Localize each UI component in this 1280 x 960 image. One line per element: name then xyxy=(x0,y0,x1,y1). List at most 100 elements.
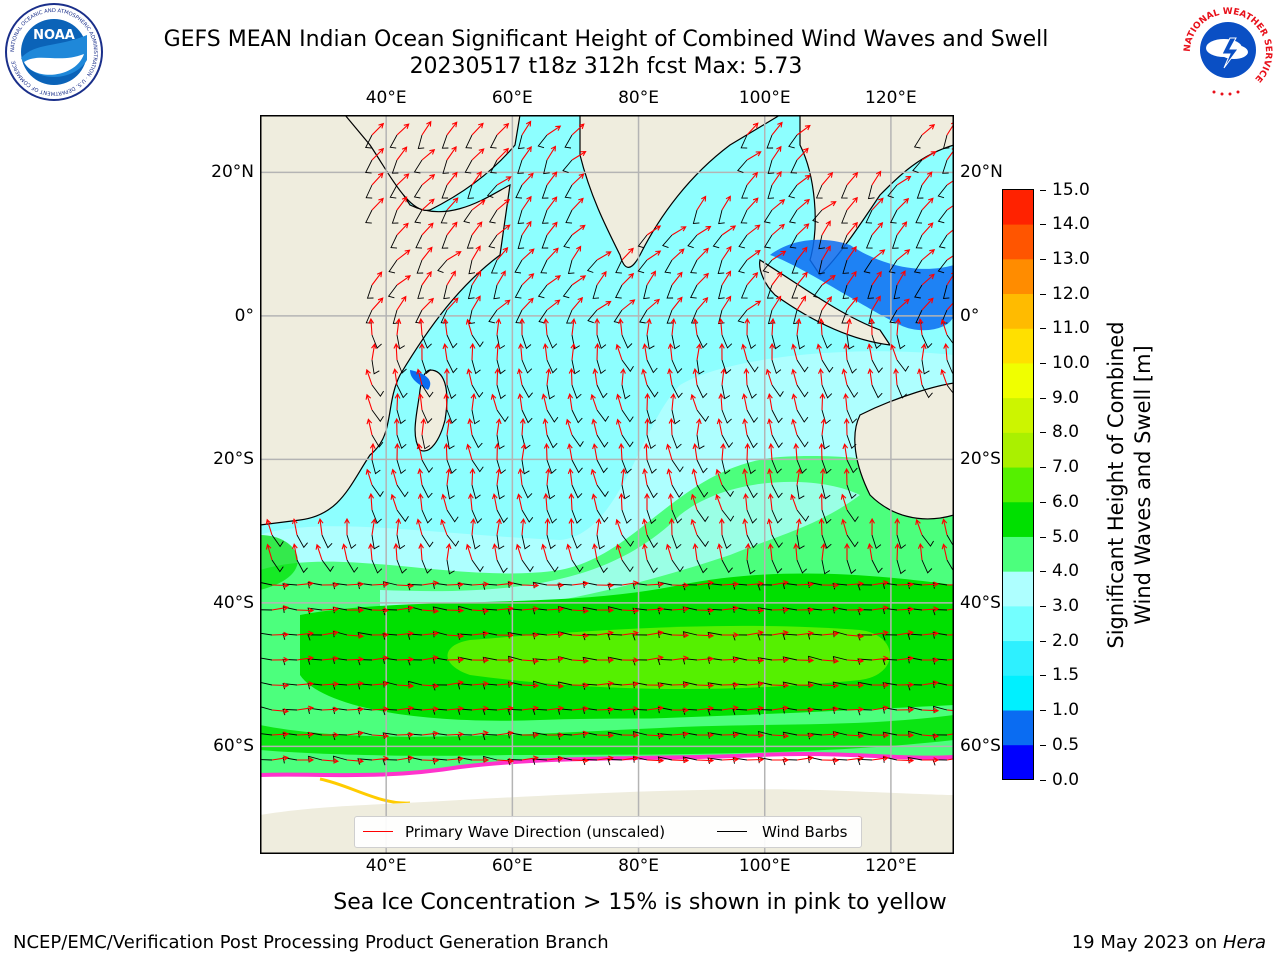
wave-direction-arrow xyxy=(871,605,889,612)
wind-barb xyxy=(486,184,498,199)
wind-barb xyxy=(446,409,457,424)
wave-direction-arrow xyxy=(271,682,290,689)
wind-barb xyxy=(946,334,954,346)
wind-barb xyxy=(757,634,773,641)
wave-direction-arrow xyxy=(745,542,751,561)
wind-barb xyxy=(721,434,734,448)
wind-barb xyxy=(571,559,584,573)
wave-direction-arrow xyxy=(769,317,776,336)
wind-barb xyxy=(937,184,948,199)
wave-direction-arrow xyxy=(921,630,940,637)
wind-barb xyxy=(607,583,623,591)
wave-direction-arrow xyxy=(668,517,675,536)
wave-zone-0-5-1m xyxy=(770,239,954,331)
wave-direction-arrow xyxy=(421,198,435,211)
wind-barb xyxy=(321,534,333,549)
wave-direction-arrow xyxy=(816,343,823,361)
wave-direction-arrow xyxy=(620,367,626,386)
wind-barb xyxy=(664,259,673,274)
wave-direction-arrow xyxy=(696,247,709,261)
wave-direction-arrow xyxy=(646,298,660,311)
wave-direction-arrow xyxy=(371,172,384,186)
wave-direction-arrow xyxy=(946,584,954,586)
wave-direction-arrow xyxy=(396,146,408,161)
wave-direction-arrow xyxy=(644,492,650,510)
wave-direction-arrow xyxy=(820,467,826,486)
wave-direction-arrow xyxy=(690,518,698,536)
wind-barb xyxy=(746,434,758,449)
colorbar-segment xyxy=(1002,258,1034,295)
wind-barb xyxy=(907,706,923,713)
wave-direction-arrow xyxy=(571,197,584,211)
wave-direction-arrow xyxy=(371,632,390,638)
wind-barb xyxy=(521,559,534,573)
wave-direction-arrow xyxy=(744,442,751,461)
wave-direction-arrow xyxy=(615,343,623,361)
wind-barb xyxy=(865,234,873,249)
wave-direction-arrow xyxy=(665,543,673,561)
wind-barb xyxy=(721,559,733,574)
wave-direction-arrow xyxy=(941,543,948,561)
colorbar-segment xyxy=(1002,710,1034,746)
map-title: GEFS MEAN Indian Ocean Significant Heigh… xyxy=(163,27,1049,52)
wind-barb xyxy=(415,234,423,249)
wave-direction-arrow xyxy=(521,705,540,712)
wave-direction-arrow xyxy=(691,468,698,486)
wave-direction-arrow xyxy=(271,731,290,738)
wave-direction-arrow xyxy=(421,730,440,737)
wind-barb xyxy=(621,409,634,423)
wave-direction-arrow xyxy=(742,492,749,511)
wave-direction-arrow xyxy=(541,393,548,411)
wind-barb xyxy=(490,159,498,174)
wind-barb xyxy=(796,534,805,550)
wind-barb xyxy=(416,259,424,274)
wave-direction-arrow xyxy=(846,607,865,613)
colorbar-segment xyxy=(1002,536,1034,572)
wave-direction-arrow xyxy=(321,706,340,713)
wind-barb xyxy=(896,534,907,550)
wave-direction-arrow xyxy=(520,517,527,536)
wind-barb xyxy=(496,359,506,375)
wind-barb xyxy=(432,684,448,691)
wave-direction-arrow xyxy=(721,656,740,663)
wind-barb xyxy=(607,731,623,739)
wave-direction-arrow xyxy=(621,580,639,587)
wave-direction-arrow xyxy=(796,147,809,161)
wind-barb xyxy=(671,459,684,473)
wave-direction-arrow xyxy=(417,392,424,411)
wind-barb xyxy=(841,309,849,324)
wave-direction-arrow xyxy=(418,542,424,561)
wave-direction-arrow xyxy=(820,417,827,436)
wave-direction-arrow xyxy=(271,582,290,589)
wind-barb xyxy=(488,209,498,224)
wind-barb xyxy=(532,581,548,589)
wave-direction-arrow xyxy=(796,755,814,762)
wave-direction-arrow xyxy=(546,125,562,136)
wind-barb xyxy=(496,559,508,574)
wind-barb xyxy=(763,234,773,249)
colorbar-tick-label: 9.0 xyxy=(1052,387,1080,408)
wind-barb xyxy=(738,259,748,274)
wave-direction-arrow xyxy=(446,121,458,136)
wind-barb xyxy=(596,359,606,375)
wave-direction-arrow xyxy=(921,248,936,261)
wind-barb xyxy=(637,259,648,274)
wind-barb xyxy=(586,259,598,273)
wave-direction-arrow xyxy=(671,248,685,261)
wave-direction-arrow xyxy=(791,343,798,361)
wind-barb xyxy=(896,359,909,372)
wave-direction-arrow xyxy=(915,518,923,536)
wave-direction-arrow xyxy=(917,368,923,386)
bottom-lon-tick: 80°E xyxy=(618,856,659,876)
wave-direction-arrow xyxy=(642,343,649,361)
wind-barb xyxy=(564,184,573,199)
wave-direction-arrow xyxy=(393,342,400,361)
wind-barb xyxy=(466,234,474,249)
wave-direction-arrow xyxy=(666,468,673,486)
wind-barb xyxy=(946,534,954,548)
wave-direction-arrow xyxy=(796,198,810,211)
wave-direction-arrow xyxy=(917,317,924,336)
wave-direction-arrow xyxy=(896,270,906,286)
wind-barb xyxy=(946,384,954,395)
wave-direction-arrow xyxy=(446,297,459,311)
